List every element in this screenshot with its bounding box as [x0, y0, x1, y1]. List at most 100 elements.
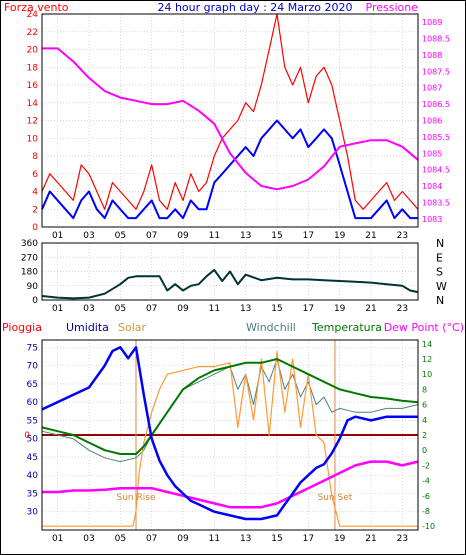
- legend-temperature: Temperatura: [311, 321, 382, 334]
- y-tick-label-right: 1084: [422, 182, 442, 191]
- series-wind-gust: [41, 13, 419, 210]
- x-tick-label: 01: [52, 231, 63, 241]
- x-tick-label: 11: [209, 304, 220, 314]
- compass-label: E: [436, 251, 443, 264]
- y-tick-label-right: 1085.5: [422, 133, 450, 142]
- y-tick-label-left: 35: [27, 489, 38, 499]
- y-tick-label-left: 40: [27, 471, 39, 481]
- legend-rain: Pioggia: [2, 321, 42, 334]
- y-tick-label-right: 1084.5: [422, 166, 450, 175]
- x-tick-label: 15: [271, 304, 282, 314]
- y-tick-label-left: 4: [32, 188, 38, 198]
- legend-solar: Solar: [118, 321, 147, 334]
- y-tick-label-right: 1088: [422, 51, 442, 60]
- y-tick-label-right: 1088.5: [422, 35, 450, 44]
- x-tick-label: 17: [303, 231, 314, 241]
- x-tick-label: 03: [83, 534, 94, 544]
- y-tick-label-right: 2: [422, 431, 427, 440]
- y-tick-label-right: -4: [422, 477, 430, 486]
- y-tick-label-left: 12: [27, 117, 38, 127]
- x-tick-label: 23: [397, 534, 408, 544]
- y-tick-label-left: 360: [21, 239, 38, 249]
- x-tick-label: 09: [177, 231, 189, 241]
- y-tick-label-right: 1085: [422, 149, 442, 158]
- y-tick-label-left: 0: [32, 296, 38, 306]
- y-tick-label-right: 6: [422, 401, 427, 410]
- plot-area-1: [42, 14, 418, 227]
- x-tick-label: 21: [365, 534, 376, 544]
- y-tick-label-left: 50: [27, 435, 39, 445]
- x-tick-label: 21: [365, 231, 376, 241]
- x-tick-label: 19: [334, 231, 346, 241]
- series-wind-average: [41, 119, 418, 220]
- y-tick-label-right: 1087.5: [422, 67, 450, 76]
- x-tick-label: 13: [240, 231, 251, 241]
- y-tick-label-left: 10: [27, 134, 39, 144]
- series-solar: [42, 350, 418, 527]
- x-tick-label: 23: [397, 304, 408, 314]
- x-tick-label: 01: [52, 304, 63, 314]
- series-humidity: [41, 346, 418, 521]
- pressure-axis-label: Pressione: [366, 1, 419, 14]
- x-tick-label: 21: [365, 304, 376, 314]
- x-tick-label: 11: [209, 231, 220, 241]
- x-tick-label: 23: [397, 231, 408, 241]
- legend-dewpoint: Dew Point (°C): [384, 321, 464, 334]
- y-tick-label-right: 1086: [422, 117, 442, 126]
- compass-label: N: [436, 237, 444, 250]
- series-wind-direction: [41, 268, 419, 300]
- plot-frame: [41, 242, 419, 301]
- sun-marker-label: Sun Set: [318, 493, 353, 503]
- x-tick-label: 07: [146, 304, 157, 314]
- x-tick-label: 15: [271, 231, 282, 241]
- y-tick-label-left: 6: [32, 170, 38, 180]
- y-tick-label-right: 8: [422, 385, 427, 394]
- y-tick-label-right: 1087: [422, 84, 442, 93]
- x-tick-label: 19: [334, 534, 346, 544]
- compass-label: W: [436, 280, 447, 293]
- y-tick-label-left: 90: [27, 282, 39, 292]
- x-tick-label: 17: [303, 304, 314, 314]
- y-tick-label-left: 270: [21, 253, 38, 263]
- compass-label: N: [436, 294, 444, 307]
- legend-windchill: Windchill: [246, 321, 296, 334]
- x-tick-label: 07: [146, 534, 157, 544]
- x-tick-label: 19: [334, 304, 346, 314]
- wind-axis-label: Forza vento: [4, 1, 69, 14]
- series-pressure: [42, 47, 419, 191]
- x-tick-label: 11: [209, 534, 220, 544]
- rain-value-label: 0: [24, 431, 30, 441]
- y-tick-label-right: 4: [422, 416, 427, 425]
- x-tick-label: 09: [177, 304, 189, 314]
- x-tick-label: 09: [177, 534, 189, 544]
- y-tick-label-right: -6: [422, 492, 430, 501]
- y-tick-label-left: 45: [27, 453, 38, 463]
- x-tick-label: 13: [240, 534, 251, 544]
- y-tick-label-left: 75: [27, 343, 38, 353]
- y-tick-label-left: 18: [27, 63, 39, 73]
- x-tick-label: 17: [303, 534, 314, 544]
- series-dewpoint: [42, 460, 419, 509]
- x-tick-label: 05: [115, 231, 126, 241]
- y-tick-label-right: 14: [422, 340, 432, 349]
- y-tick-label-left: 22: [27, 28, 38, 38]
- y-tick-label-right: 10: [422, 370, 432, 379]
- y-tick-label-right: -10: [422, 522, 435, 531]
- x-tick-label: 15: [271, 534, 282, 544]
- x-tick-label: 13: [240, 304, 251, 314]
- series-windchill: [41, 358, 419, 463]
- plot-frame: [41, 339, 419, 531]
- y-tick-label-left: 0: [32, 223, 38, 233]
- legend-humidity: Umidita: [66, 321, 109, 334]
- y-tick-label-right: -2: [422, 461, 430, 470]
- x-tick-label: 03: [83, 304, 94, 314]
- y-tick-label-right: 1083.5: [422, 198, 450, 207]
- compass-label: S: [436, 266, 443, 279]
- chart-title: 24 hour graph day : 24 Marzo 2020: [157, 1, 352, 14]
- x-tick-label: 07: [146, 231, 157, 241]
- y-tick-label-left: 65: [27, 380, 38, 390]
- y-tick-label-right: 1083: [422, 215, 442, 224]
- y-tick-label-left: 70: [27, 362, 39, 372]
- x-tick-label: 03: [83, 231, 94, 241]
